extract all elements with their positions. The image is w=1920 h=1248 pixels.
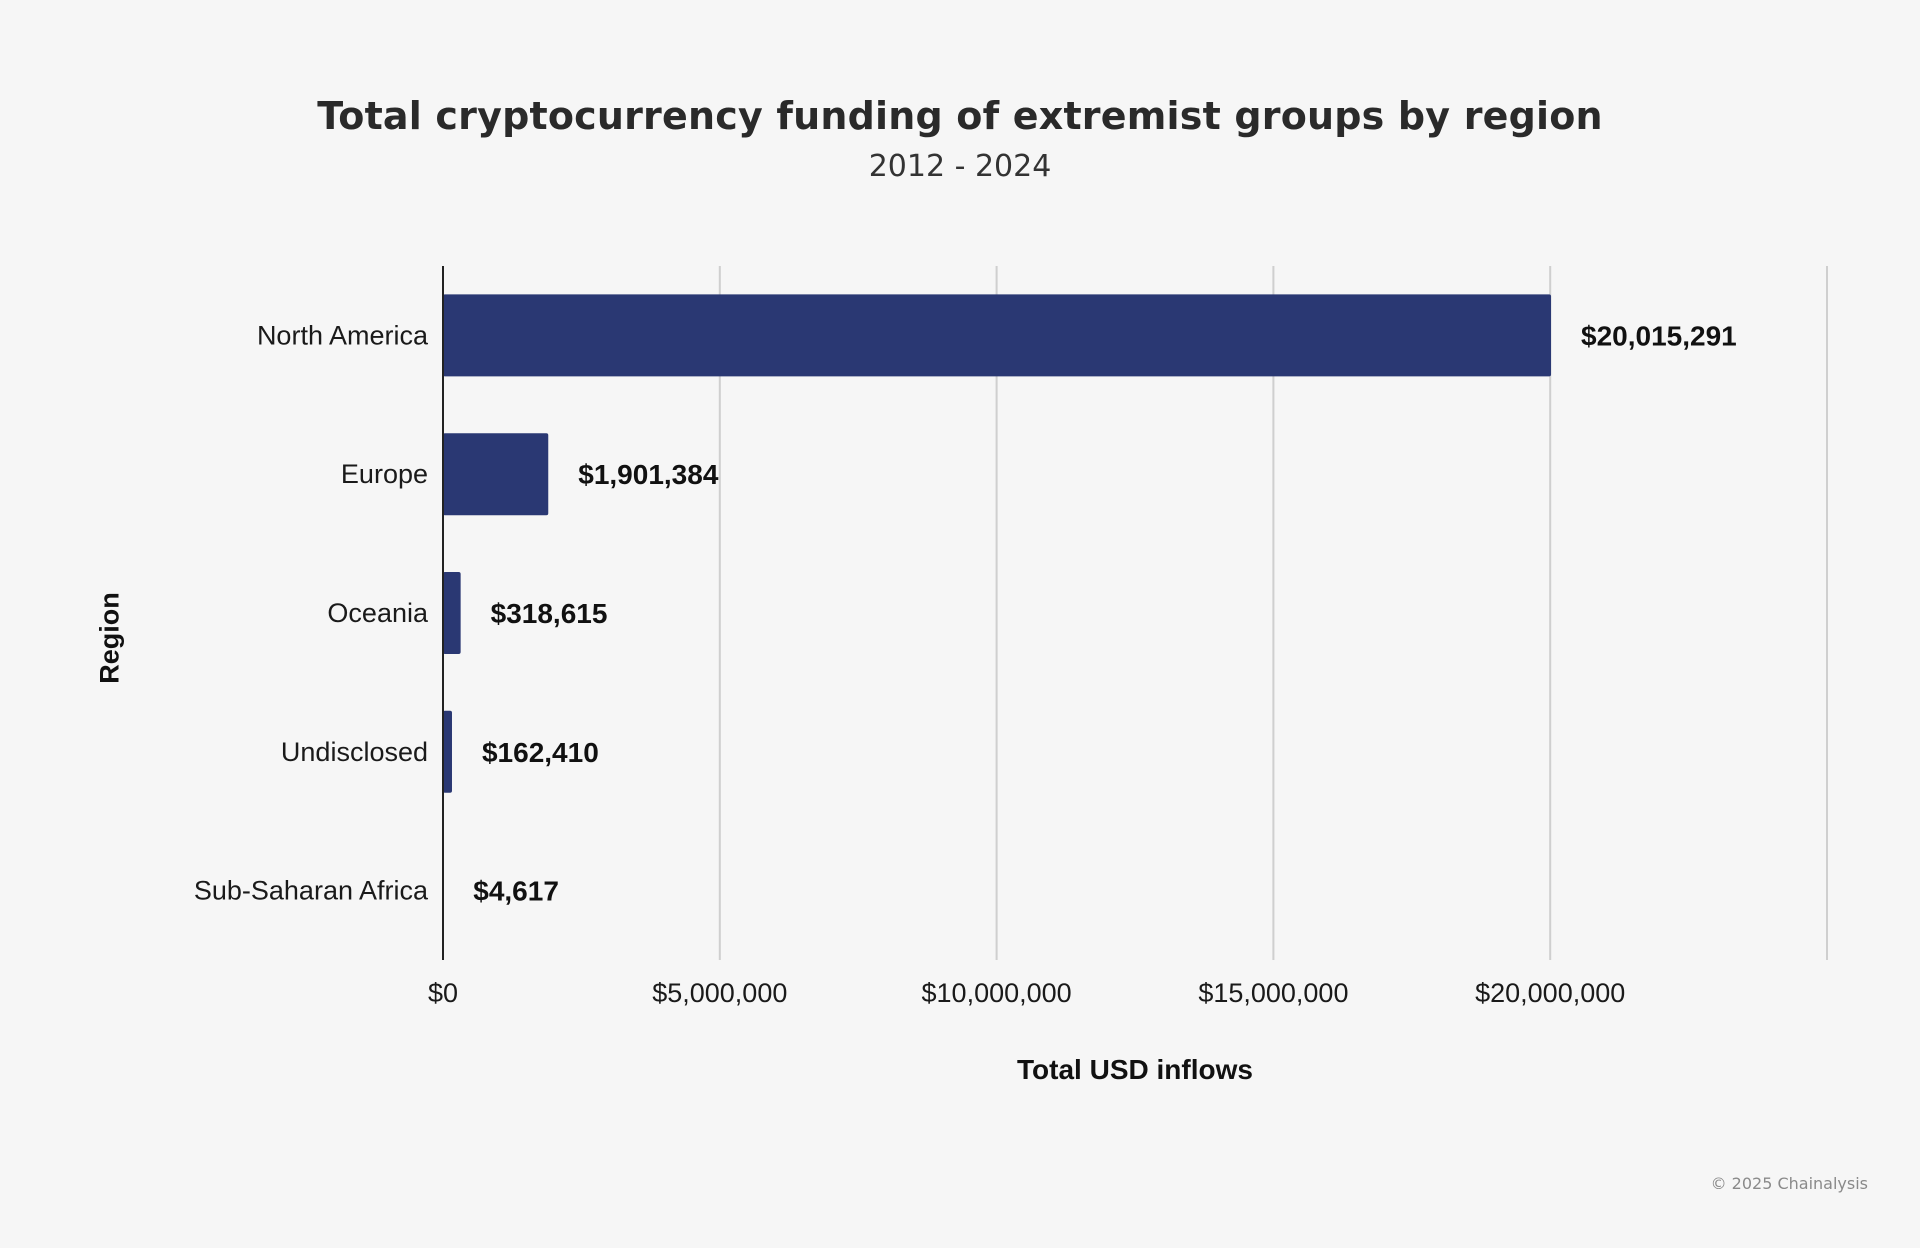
x-tick-label: $5,000,000 — [652, 978, 787, 1008]
category-label: North America — [257, 320, 429, 350]
category-label: Europe — [341, 459, 428, 489]
data-label: $162,410 — [482, 737, 599, 768]
chart-title: Total cryptocurrency funding of extremis… — [317, 94, 1603, 138]
bar — [443, 294, 1552, 377]
copyright-notice: © 2025 Chainalysis — [1710, 1174, 1868, 1193]
category-label: Sub-Saharan Africa — [194, 876, 429, 906]
data-label: $1,901,384 — [578, 459, 719, 490]
bar — [443, 572, 461, 654]
bar — [443, 710, 452, 793]
x-axis-title: Total USD inflows — [1017, 1054, 1253, 1085]
x-tick-label: $10,000,000 — [922, 978, 1072, 1008]
category-label: Undisclosed — [281, 737, 428, 767]
y-axis-title: Region — [94, 592, 125, 684]
x-tick-label: $20,000,000 — [1475, 978, 1625, 1008]
data-label: $318,615 — [491, 598, 608, 629]
bar — [443, 433, 549, 516]
x-tick-label: $0 — [428, 978, 458, 1008]
category-label: Oceania — [327, 598, 429, 628]
data-label: $20,015,291 — [1581, 320, 1737, 351]
x-tick-label: $15,000,000 — [1198, 978, 1348, 1008]
chart-subtitle: 2012 - 2024 — [868, 149, 1052, 184]
data-label: $4,617 — [473, 876, 559, 907]
